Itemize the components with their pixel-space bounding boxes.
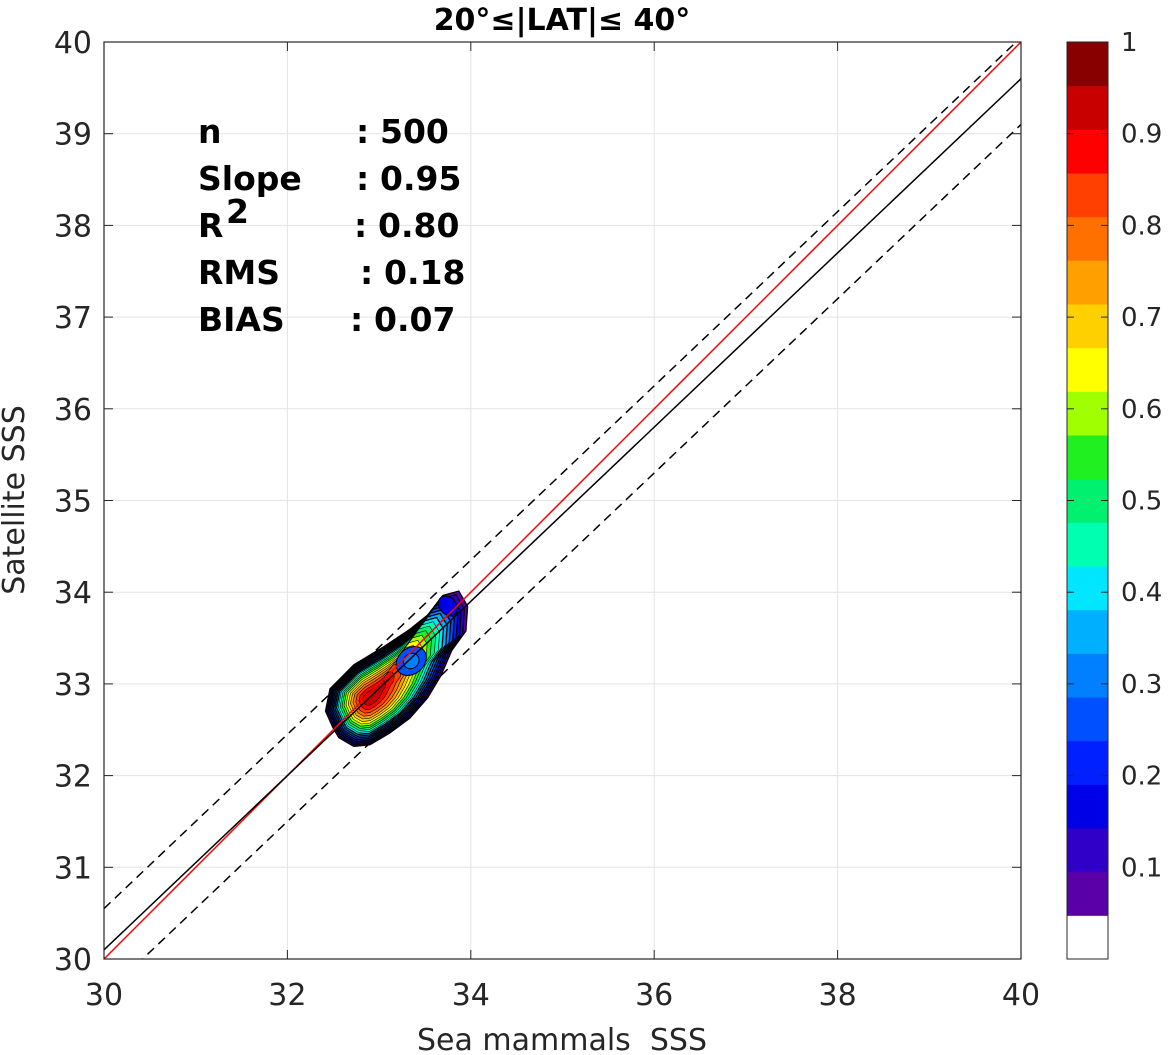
stat-label: R [198,206,223,245]
x-tick-label: 36 [635,978,673,1013]
colorbar-segment [1067,697,1108,742]
colorbar-segment [1067,260,1108,305]
chart-title: 20°≤|LAT|≤ 40° [434,3,691,38]
y-tick-label: 38 [54,209,92,244]
y-axis-label: Satellite SSS [0,405,32,595]
y-tick-label: 33 [54,668,92,703]
stat-separator: : [356,159,369,198]
y-tick-label: 36 [54,393,92,428]
colorbar-tick-label: 0.3 [1121,670,1162,700]
reference-line-3 [141,123,1021,959]
colorbar-segment [1067,304,1108,349]
colorbar-tick-label: 0.5 [1121,487,1162,517]
stat-value: 500 [380,112,449,151]
y-tick-label: 35 [54,485,92,520]
colorbar-segment [1067,740,1108,785]
colorbar-segment [1067,216,1108,261]
colorbar-tick-label: 0.6 [1121,395,1162,425]
y-tick-label: 32 [54,760,92,795]
stat-label: Slope [198,159,302,198]
colorbar-segment [1067,828,1108,873]
y-tick-label: 39 [54,118,92,153]
colorbar-segment [1067,435,1108,480]
stat-separator: : [360,253,373,292]
x-tick-label: 30 [85,978,123,1013]
y-tick-label: 31 [54,851,92,886]
stat-label: RMS [198,253,280,292]
x-tick-label: 32 [268,978,306,1013]
stat-value: 0.95 [380,159,461,198]
colorbar-segment [1067,173,1108,218]
x-tick-labels: 30 32 34 36 38 40 [85,978,1040,1013]
colorbar-tick-label: 0.1 [1121,853,1162,883]
colorbar-segment [1067,42,1108,87]
colorbar-segment [1067,915,1108,960]
contour-level [402,652,420,670]
stat-value: 0.80 [378,206,459,245]
y-tick-label: 34 [54,576,92,611]
colorbar-segment [1067,347,1108,392]
colorbar-tick-label: 0.2 [1121,762,1162,792]
y-tick-label: 40 [54,26,92,61]
reference-line-2 [104,42,1018,910]
stat-separator: : [354,206,367,245]
colorbar-segment [1067,391,1108,436]
stat-label: n [198,112,222,151]
colorbar-segment [1067,85,1108,130]
x-tick-label: 38 [819,978,857,1013]
colorbar-tick-label: 0.4 [1121,578,1162,608]
colorbar-segment [1067,784,1108,829]
grid-lines [103,41,1022,960]
reference-line-0 [104,42,1021,959]
colorbar-segment [1067,129,1108,174]
reference-lines [104,42,1021,959]
y-tick-label: 30 [54,943,92,978]
y-tick-label: 37 [54,301,92,336]
stat-label: BIAS [198,300,285,339]
x-axis-label: Sea mammals SSS [417,1023,707,1055]
colorbar-segment [1067,871,1108,916]
colorbar: 0.1 0.2 0.3 0.4 0.5 0.6 0.7 0.8 0.9 1 [1066,28,1162,960]
stat-superscript: 2 [226,192,249,231]
colorbar-tick-label: 0.8 [1121,211,1162,241]
stat-value: 0.07 [374,300,455,339]
x-tick-label: 40 [1002,978,1040,1013]
colorbar-segment [1067,653,1108,698]
stat-separator: : [356,112,369,151]
axis-ticks [103,41,1022,960]
colorbar-segment [1067,522,1108,567]
y-tick-labels: 30 31 32 33 34 35 36 37 38 39 40 [54,26,92,978]
reference-line-1 [104,78,1021,951]
x-tick-label: 34 [452,978,490,1013]
stat-separator: : [350,300,363,339]
colorbar-segment [1067,566,1108,611]
stat-value: 0.18 [384,253,465,292]
colorbar-tick-label: 0.7 [1121,303,1162,333]
colorbar-segment [1067,609,1108,654]
colorbar-tick-label: 0.9 [1121,120,1162,150]
colorbar-tick-label: 1 [1121,28,1138,58]
